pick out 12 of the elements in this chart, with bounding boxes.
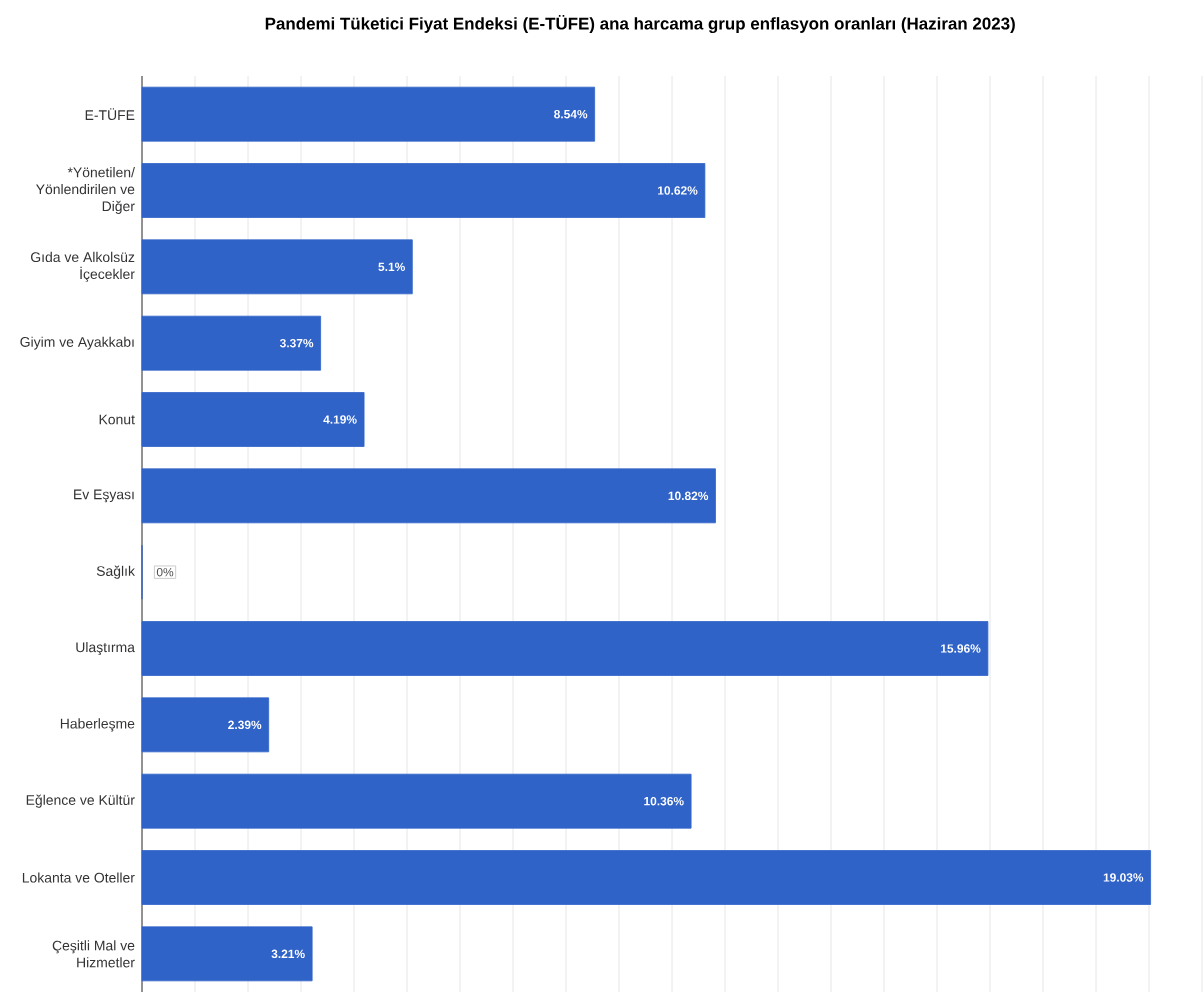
bar xyxy=(141,392,365,447)
bar xyxy=(141,86,596,142)
chart-title: Pandemi Tüketici Fiyat Endeksi (E-TÜFE) ana harcama grup enflasyon oranları (Haziran 2023) xyxy=(265,14,1015,34)
bar xyxy=(141,621,989,676)
bar xyxy=(141,697,270,753)
bar xyxy=(141,239,413,295)
bar xyxy=(141,850,1151,905)
bar xyxy=(141,315,322,371)
bar xyxy=(141,163,706,218)
bar xyxy=(141,773,692,829)
bar xyxy=(141,468,716,524)
bar xyxy=(141,926,313,982)
